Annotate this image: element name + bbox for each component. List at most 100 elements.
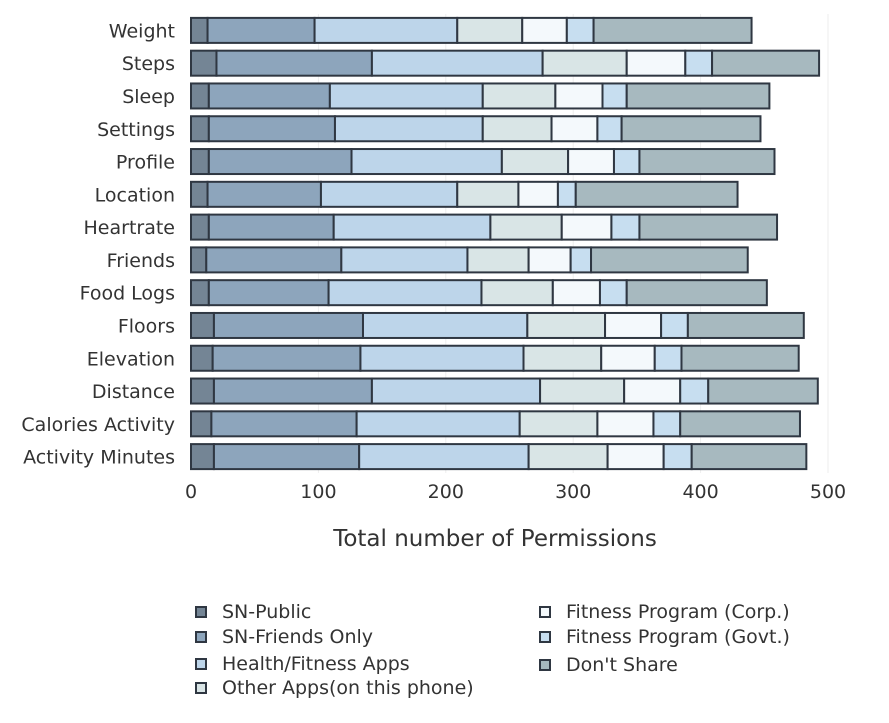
x-tick-label-300: 300	[555, 481, 591, 503]
bar-activity-minutes-don-t-share	[690, 443, 808, 471]
bar-food-logs-sn-friends-only	[207, 279, 330, 307]
legend-item-fitness-program-corp[interactable]: Fitness Program (Corp.)	[539, 600, 790, 624]
bar-settings-health-fitness-apps	[333, 115, 484, 143]
bar-distance-health-fitness-apps	[370, 377, 542, 405]
bar-distance-fitness-program-corp	[623, 377, 682, 405]
legend-item-fitness-program-govt[interactable]: Fitness Program (Govt.)	[539, 625, 790, 649]
legend-item-don-t-share[interactable]: Don't Share	[539, 653, 678, 677]
x-tick-label-0: 0	[185, 481, 197, 503]
legend-swatch-don-t-share	[539, 659, 551, 671]
bar-activity-minutes-fitness-program-corp	[606, 443, 665, 471]
bar-floors-sn-public	[190, 311, 215, 339]
bar-calories-activity-fitness-program-corp	[596, 410, 655, 438]
bar-elevation-fitness-program-govt	[653, 344, 683, 372]
bar-friends-fitness-program-corp	[527, 246, 572, 274]
bar-friends-fitness-program-govt	[569, 246, 593, 274]
y-axis-labels: Weight Steps Sleep Settings Profile Location H…	[21, 20, 175, 468]
legend-label-other-apps-on-this-phone: Other Apps(on this phone)	[222, 677, 474, 699]
bar-location-sn-public	[190, 180, 209, 208]
x-axis-labels: 0 100 200 300 400 500	[185, 481, 846, 503]
legend-item-other-apps-on-this-phone[interactable]: Other Apps(on this phone)	[195, 676, 474, 700]
bar-steps-sn-public	[190, 49, 218, 77]
y-tick-label-location: Location	[95, 184, 175, 206]
legend-item-health-fitness-apps[interactable]: Health/Fitness Apps	[195, 652, 410, 676]
bar-sleep-don-t-share	[625, 82, 771, 110]
bar-floors-health-fitness-apps	[361, 311, 529, 339]
bar-floors-other-apps-on-this-phone	[526, 311, 607, 339]
bar-food-logs-don-t-share	[625, 279, 768, 307]
y-tick-label-steps: Steps	[122, 53, 175, 75]
bar-sleep-sn-public	[190, 82, 210, 110]
bar-heartrate-fitness-program-corp	[560, 213, 613, 241]
bar-distance-other-apps-on-this-phone	[539, 377, 626, 405]
bar-settings-sn-public	[190, 115, 210, 143]
bar-profile-other-apps-on-this-phone	[500, 148, 570, 176]
x-tick-label-200: 200	[428, 481, 464, 503]
bar-calories-activity-fitness-program-govt	[652, 410, 682, 438]
bar-floors-fitness-program-govt	[660, 311, 689, 339]
bar-steps-other-apps-on-this-phone	[541, 49, 628, 77]
y-tick-label-sleep: Sleep	[122, 86, 175, 108]
bar-friends-other-apps-on-this-phone	[466, 246, 530, 274]
bar-elevation-don-t-share	[680, 344, 800, 372]
y-tick-label-weight: Weight	[109, 20, 175, 42]
y-tick-label-profile: Profile	[116, 152, 175, 174]
bar-calories-activity-sn-public	[190, 410, 213, 438]
legend-label-don-t-share: Don't Share	[566, 654, 678, 676]
bar-sleep-fitness-program-govt	[601, 82, 628, 110]
y-tick-label-heartrate: Heartrate	[84, 217, 175, 239]
bar-calories-activity-don-t-share	[679, 410, 801, 438]
legend-label-sn-friends-only: SN-Friends Only	[222, 626, 374, 648]
bar-location-other-apps-on-this-phone	[456, 180, 520, 208]
bar-distance-sn-public	[190, 377, 215, 405]
y-tick-label-settings: Settings	[97, 119, 175, 141]
bar-steps-don-t-share	[711, 49, 821, 77]
y-tick-label-activity-minutes: Activity Minutes	[23, 447, 175, 469]
bar-elevation-health-fitness-apps	[359, 344, 525, 372]
bar-sleep-fitness-program-corp	[554, 82, 604, 110]
y-tick-label-friends: Friends	[107, 250, 175, 272]
bar-steps-sn-friends-only	[215, 49, 373, 77]
bar-steps-fitness-program-corp	[625, 49, 687, 77]
bar-floors-sn-friends-only	[212, 311, 364, 339]
bar-settings-don-t-share	[620, 115, 762, 143]
bar-activity-minutes-sn-public	[190, 443, 215, 471]
x-axis-title: Total number of Permissions	[332, 526, 657, 552]
legend-swatch-fitness-program-govt	[539, 631, 551, 643]
bar-steps-fitness-program-govt	[684, 49, 714, 77]
bar-location-don-t-share	[574, 180, 739, 208]
bar-layer	[190, 16, 821, 471]
legend-item-sn-friends-only[interactable]: SN-Friends Only	[195, 625, 373, 649]
x-tick-label-400: 400	[682, 481, 718, 503]
bar-elevation-sn-friends-only	[211, 344, 362, 372]
bar-settings-fitness-program-govt	[596, 115, 623, 143]
bar-calories-activity-other-apps-on-this-phone	[518, 410, 599, 438]
bar-distance-sn-friends-only	[212, 377, 373, 405]
bar-weight-health-fitness-apps	[313, 16, 459, 44]
bar-profile-fitness-program-corp	[567, 148, 615, 176]
bar-profile-don-t-share	[638, 148, 776, 176]
bar-food-logs-fitness-program-govt	[598, 279, 628, 307]
y-tick-label-calories-activity: Calories Activity	[21, 414, 175, 436]
bar-profile-sn-friends-only	[207, 148, 353, 176]
bar-distance-don-t-share	[707, 377, 819, 405]
bar-friends-sn-public	[190, 246, 208, 274]
bar-location-fitness-program-corp	[517, 180, 559, 208]
bar-food-logs-health-fitness-apps	[327, 279, 483, 307]
bar-settings-sn-friends-only	[207, 115, 336, 143]
y-tick-label-distance: Distance	[92, 381, 175, 403]
bar-weight-other-apps-on-this-phone	[456, 16, 524, 44]
bar-calories-activity-health-fitness-apps	[355, 410, 521, 438]
legend-item-sn-public[interactable]: SN-Public	[195, 600, 311, 624]
legend-swatch-sn-friends-only	[195, 631, 207, 643]
bar-distance-fitness-program-govt	[679, 377, 710, 405]
x-tick-label-500: 500	[810, 481, 846, 503]
bar-activity-minutes-health-fitness-apps	[358, 443, 530, 471]
bar-food-logs-other-apps-on-this-phone	[480, 279, 554, 307]
bar-profile-health-fitness-apps	[350, 148, 503, 176]
legend-swatch-fitness-program-corp	[539, 606, 551, 618]
legend-swatch-sn-public	[195, 606, 207, 618]
bar-sleep-other-apps-on-this-phone	[481, 82, 557, 110]
